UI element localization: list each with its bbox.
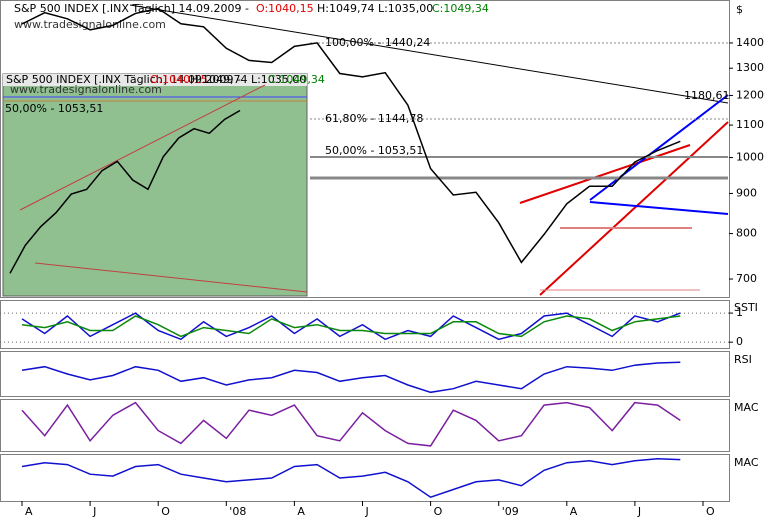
inset-trendline <box>34 262 308 293</box>
inset-watermark: www.tradesignalonline.com <box>10 83 162 96</box>
header-high-low: H:1049,74 L:1035,00 <box>317 2 433 15</box>
annotation: 1180,61 <box>684 89 730 102</box>
series-line <box>21 361 681 394</box>
y-tick-label: 1400 <box>736 36 764 49</box>
inset-open: O:1040,15 <box>150 73 208 86</box>
mac-panel <box>0 399 730 452</box>
x-tick-label: J <box>637 505 641 518</box>
x-tick-label: '09 <box>502 505 519 518</box>
y-tick-label: 900 <box>736 186 757 199</box>
header-open: O:1040,15 <box>256 2 314 15</box>
trendline <box>519 144 691 204</box>
y-tick-label: 800 <box>736 227 757 240</box>
trendline <box>539 121 729 296</box>
header-close: C:1049,34 <box>432 2 489 15</box>
inset-annotation: 50,00% - 1053,51 <box>5 102 103 115</box>
rsi-panel <box>0 351 730 397</box>
inset-header <box>3 74 307 86</box>
x-tick-label: '08 <box>229 505 246 518</box>
watermark: www.tradesignalonline.com <box>14 18 166 31</box>
x-tick-label: J <box>365 505 369 518</box>
y-tick-label: 1200 <box>736 88 764 101</box>
panel-label: MAC <box>734 401 759 414</box>
x-tick-label: J <box>92 505 96 518</box>
y-tick-label: 700 <box>736 272 757 285</box>
annotation: 61,80% - 1144,78 <box>325 112 423 125</box>
y-tick-label: 1000 <box>736 151 764 164</box>
x-tick-label: A <box>25 505 33 518</box>
inset-trendline <box>19 84 266 211</box>
inset-high-low: H:1049,74 L:1035,00 <box>190 73 306 86</box>
x-tick-label: O <box>434 505 443 518</box>
panel-label: SSTI <box>734 301 758 314</box>
price-panel <box>0 0 730 298</box>
y-tick-label: 1100 <box>736 118 764 131</box>
series-line <box>21 7 681 264</box>
annotation: 50,00% - 1053,51 <box>325 144 423 157</box>
panel-label: MAC <box>734 456 759 469</box>
ssti-panel <box>0 300 730 349</box>
header-instrument: S&P 500 INDEX [.INX Täglich] 14.09.2009 … <box>14 2 249 15</box>
inset-close: C:1049,34 <box>268 73 325 86</box>
panel-label: RSI <box>734 353 752 366</box>
y-tick-label: 1300 <box>736 61 764 74</box>
series-line <box>21 401 681 447</box>
x-tick-label: O <box>161 505 170 518</box>
annotation: 100,00% - 1440,24 <box>325 36 430 49</box>
series-line <box>9 109 241 274</box>
trendline <box>589 201 729 215</box>
mac2-panel <box>0 454 730 502</box>
y-tick-label: 1 <box>736 306 743 319</box>
x-tick-label: O <box>706 505 715 518</box>
x-tick-label: A <box>570 505 578 518</box>
trendline <box>129 4 729 104</box>
inset-title: S&P 500 INDEX [.INX Täglich] 14.09.2009 … <box>6 73 241 86</box>
axis-unit: $ <box>736 3 743 16</box>
trendline <box>589 94 729 201</box>
series-line <box>21 458 681 499</box>
series-line <box>21 315 681 338</box>
x-tick-label: A <box>297 505 305 518</box>
inset-panel <box>2 73 308 297</box>
y-tick-label: 0 <box>736 335 743 348</box>
